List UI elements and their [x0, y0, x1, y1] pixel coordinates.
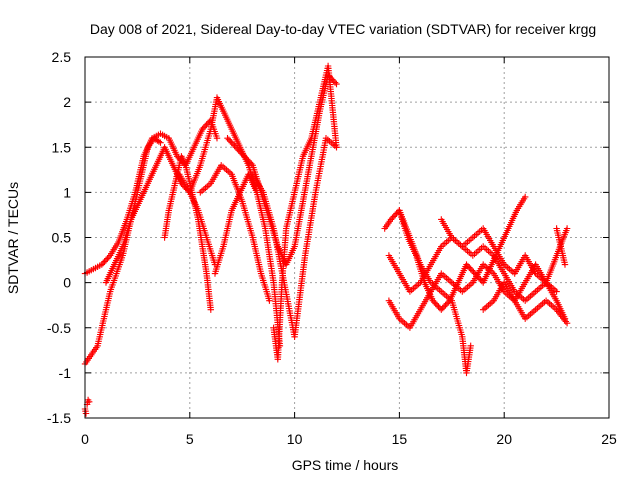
data-point-plus [104, 255, 111, 262]
data-point-plus [390, 213, 397, 220]
data-point-plus [245, 157, 252, 164]
data-point-plus [333, 144, 340, 151]
x-tick-label: 20 [496, 431, 512, 447]
data-point-plus [431, 299, 438, 306]
y-tick-label: -1 [59, 365, 72, 381]
data-point-plus [202, 123, 209, 130]
data-point-plus [393, 210, 400, 217]
data-point-plus [477, 276, 484, 283]
data-point-plus [100, 259, 107, 267]
data-point-plus [463, 261, 470, 268]
data-point-plus [228, 139, 235, 146]
data-point-plus [236, 148, 244, 155]
data-point-plus [563, 320, 571, 327]
chart-title: Day 008 of 2021, Sidereal Day-to-day VTE… [90, 21, 596, 37]
data-point-plus [86, 398, 93, 405]
data-point-plus [200, 124, 207, 131]
data-point-plus [432, 300, 439, 307]
x-tick-label: 25 [601, 431, 617, 447]
data-point-plus [225, 136, 233, 143]
x-tick-label: 5 [186, 431, 194, 447]
data-marks [81, 62, 571, 417]
data-point-plus [157, 139, 164, 146]
data-point-plus [204, 120, 212, 127]
y-tick-label: 2.5 [52, 49, 72, 65]
data-point-plus [389, 214, 396, 222]
data-point-plus [439, 305, 446, 312]
data-point-plus [241, 153, 248, 160]
data-point-plus [561, 261, 569, 268]
y-tick-label: -1.5 [47, 410, 71, 426]
data-point-plus [522, 193, 529, 201]
data-point-plus [464, 262, 472, 270]
data-point-plus [435, 303, 442, 310]
y-tick-label: 1 [63, 184, 71, 200]
data-point-plus [229, 141, 237, 148]
data-point-plus [238, 150, 245, 157]
y-tick-label: -0.5 [47, 320, 71, 336]
data-point-plus [242, 154, 249, 161]
data-point-plus [553, 288, 560, 295]
data-point-plus [101, 258, 108, 265]
data-point-plus [98, 261, 105, 268]
y-tick-label: 0.5 [52, 230, 72, 246]
x-tick-label: 15 [392, 431, 408, 447]
data-point-plus [224, 135, 231, 142]
data-point-plus [438, 306, 445, 313]
data-point-plus [443, 300, 451, 307]
data-point-plus [467, 265, 474, 273]
axis-ticks: 0 5 10 15 20 25 -1.5 -1 -0.5 0 0.5 1 1.5 2 2.5 [47, 49, 617, 447]
x-tick-label: 10 [287, 431, 303, 447]
data-point-plus [199, 126, 206, 133]
data-point-plus [243, 156, 251, 163]
grid [85, 57, 609, 418]
y-tick-label: 0 [63, 275, 71, 291]
y-tick-label: 1.5 [52, 139, 72, 155]
data-point-plus [468, 267, 476, 274]
data-point-plus [246, 159, 254, 166]
y-axis-label: SDTVAR / TECUs [5, 182, 21, 294]
data-point-plus [207, 306, 214, 313]
y-tick-label: 2 [63, 94, 71, 110]
data-point-plus [82, 410, 90, 417]
data-point-plus [239, 151, 247, 158]
x-axis-label: GPS time / hours [292, 457, 399, 473]
data-point-plus [227, 138, 234, 145]
data-point-plus [563, 225, 571, 232]
data-point-plus [440, 303, 448, 310]
data-point-plus [433, 302, 441, 309]
x-tick-label: 0 [81, 431, 89, 447]
data-point-plus [213, 135, 221, 142]
data-point-plus [330, 77, 337, 85]
data-point-plus [429, 297, 437, 304]
data-point-plus [467, 342, 474, 349]
data-point-plus [235, 147, 242, 154]
data-point-plus [333, 80, 340, 88]
data-point-plus [442, 302, 449, 309]
data-point-plus [392, 211, 399, 219]
data-point-plus [466, 264, 473, 271]
data-point-plus [266, 297, 273, 304]
data-point-plus [102, 256, 110, 264]
data-point-plus [234, 145, 241, 152]
data-point-plus [248, 160, 255, 167]
